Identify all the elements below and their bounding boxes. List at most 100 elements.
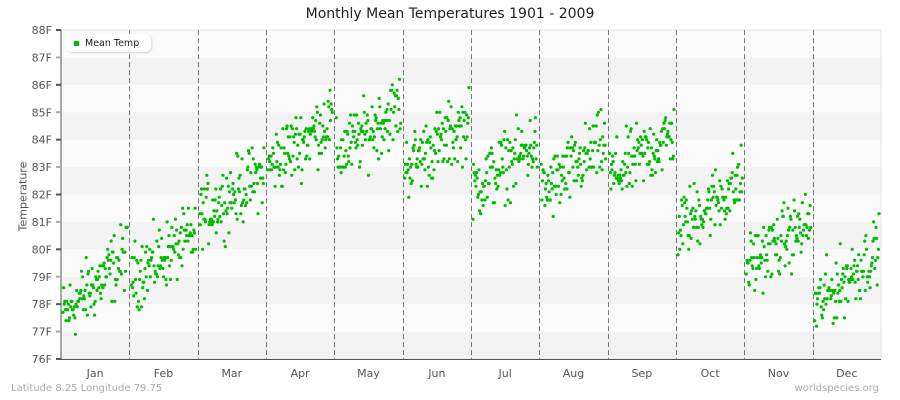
y-tick-label: 79F (32, 271, 52, 284)
data-point (426, 165, 431, 169)
data-point (749, 239, 753, 243)
data-point (614, 151, 618, 155)
data-point (205, 187, 209, 191)
data-point (437, 127, 441, 131)
data-point (788, 225, 792, 229)
data-point (257, 165, 261, 169)
data-point (104, 275, 109, 279)
data-point (683, 201, 687, 205)
data-point (101, 264, 106, 268)
data-point (876, 247, 881, 251)
data-point (680, 198, 684, 202)
data-point (238, 173, 242, 177)
data-point (585, 168, 589, 172)
data-point (502, 138, 506, 142)
data-point (254, 171, 258, 175)
data-point (725, 179, 730, 183)
data-point (268, 160, 272, 164)
data-point (557, 184, 561, 188)
data-point (481, 203, 485, 208)
data-point (123, 269, 128, 273)
data-point (797, 225, 801, 229)
data-point (73, 316, 77, 320)
data-point (510, 160, 514, 164)
data-point (529, 143, 533, 147)
data-point (451, 146, 456, 150)
data-point (630, 184, 634, 188)
data-point (466, 116, 470, 120)
data-point (501, 165, 505, 169)
data-point (728, 181, 733, 186)
data-point (136, 299, 141, 303)
data-point (327, 105, 331, 109)
data-point (328, 118, 333, 123)
data-point (290, 173, 294, 177)
data-point (877, 212, 881, 216)
data-point (622, 173, 626, 177)
data-point (593, 140, 598, 144)
data-point (429, 146, 433, 150)
data-point (861, 269, 866, 273)
data-point (194, 247, 198, 251)
data-point (705, 206, 709, 210)
data-point (677, 214, 681, 218)
data-point (299, 181, 303, 186)
data-point (668, 157, 673, 161)
data-point (248, 198, 252, 202)
data-point (870, 261, 874, 265)
data-point (774, 242, 778, 246)
data-point (542, 171, 546, 175)
data-point (72, 313, 76, 317)
data-point (765, 258, 769, 262)
data-point (503, 129, 507, 133)
data-point (558, 165, 563, 169)
data-point (85, 283, 89, 287)
data-point (682, 195, 686, 199)
data-point (134, 291, 138, 295)
data-point (722, 209, 727, 213)
data-point (323, 146, 327, 150)
data-point (153, 280, 157, 284)
y-tick-label: 76F (32, 353, 52, 366)
data-point (179, 225, 183, 229)
data-point (504, 146, 508, 150)
data-point (184, 228, 188, 232)
data-point (621, 160, 625, 164)
data-point (763, 275, 768, 279)
data-point (871, 239, 875, 243)
data-point (822, 308, 826, 312)
data-point (328, 88, 332, 92)
data-point (227, 190, 232, 194)
data-point (516, 157, 520, 161)
data-point (761, 291, 765, 295)
data-point (290, 127, 294, 131)
data-point (313, 135, 317, 139)
data-point (806, 236, 810, 240)
data-point (787, 261, 791, 265)
data-point (183, 239, 187, 243)
data-point (617, 181, 621, 186)
data-point (145, 245, 149, 249)
data-point (697, 203, 702, 208)
data-point (235, 151, 239, 155)
data-point (295, 127, 299, 131)
data-point (785, 234, 790, 238)
data-point (694, 209, 698, 213)
data-point (628, 129, 633, 133)
data-point (856, 264, 860, 268)
data-point (267, 157, 271, 161)
data-point (389, 107, 393, 112)
data-point (819, 305, 823, 309)
data-point (109, 239, 113, 243)
data-point (564, 181, 568, 186)
data-point (867, 275, 872, 279)
data-point (353, 129, 357, 133)
data-point (185, 234, 189, 238)
data-point (410, 179, 414, 183)
data-point (261, 176, 265, 180)
data-point (380, 151, 384, 155)
data-point (691, 225, 696, 229)
data-point (782, 242, 787, 246)
data-point (357, 132, 361, 136)
